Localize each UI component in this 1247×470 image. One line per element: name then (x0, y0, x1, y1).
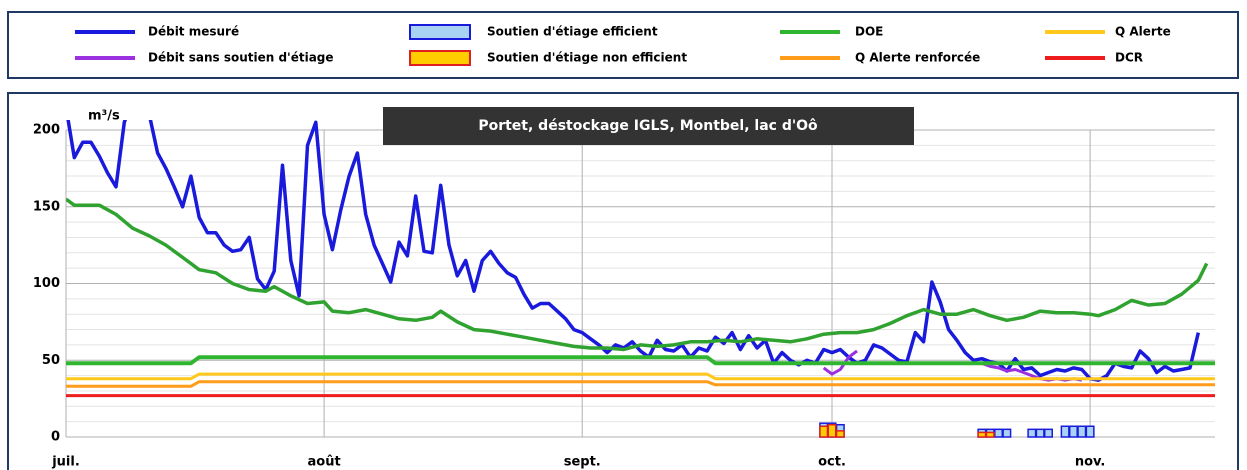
bar (827, 423, 837, 438)
line-series (66, 355, 1215, 366)
x-tick-label: juil. (51, 455, 80, 470)
legend: Débit mesuré Débit sans soutien d'étiage S… (75, 24, 1171, 66)
bar (994, 428, 1004, 438)
legend-label: Soutien d'étiage non efficient (487, 51, 687, 65)
y-axis-unit: m³/s (88, 109, 120, 124)
line-series (66, 197, 1209, 352)
bar (1027, 428, 1037, 438)
bar (977, 431, 987, 438)
chart-frame (7, 92, 1239, 470)
line-series (822, 349, 858, 376)
y-tick-label: 200 (33, 123, 60, 138)
legend-label: DOE (855, 25, 883, 39)
x-tick-label: sept. (564, 455, 601, 470)
legend-label: Débit sans soutien d'étiage (148, 51, 334, 65)
x-tick-label: août (308, 455, 341, 470)
y-tick-label: 150 (33, 199, 60, 214)
y-tick-label: 0 (51, 430, 60, 445)
legend-label: Débit mesuré (148, 25, 239, 39)
bar (1043, 428, 1053, 438)
line-series (66, 372, 1215, 381)
legend-swatch (409, 24, 471, 40)
line-series (66, 120, 1201, 382)
legend-label: Q Alerte (1115, 25, 1171, 39)
x-tick-label: nov. (1075, 455, 1106, 470)
x-tick-label: oct. (818, 455, 846, 470)
legend-frame (7, 11, 1239, 79)
bar (1060, 425, 1070, 438)
y-tick-label: 50 (42, 353, 60, 368)
chart-title: Portet, déstockage IGLS, Montbel, lac d'… (478, 118, 818, 134)
legend-label: Soutien d'étiage efficient (487, 25, 658, 39)
plot (66, 120, 1215, 438)
line-series (66, 380, 1215, 388)
bar (1085, 425, 1095, 438)
bar (1068, 425, 1078, 438)
legend-label: Q Alerte renforcée (855, 51, 980, 65)
bar (1035, 428, 1045, 438)
bar (835, 430, 845, 438)
y-tick-label: 100 (33, 276, 60, 291)
title-box (383, 107, 914, 145)
grid: 0 50 100 150 200 juil. août sept. oct. nov. (33, 123, 1215, 470)
bar (985, 431, 995, 438)
bar (1077, 425, 1087, 438)
bar (1002, 428, 1012, 438)
legend-swatch (409, 50, 471, 66)
bar (819, 425, 829, 438)
legend-label: DCR (1115, 51, 1143, 65)
